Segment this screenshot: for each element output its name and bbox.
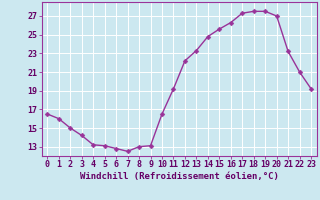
X-axis label: Windchill (Refroidissement éolien,°C): Windchill (Refroidissement éolien,°C) [80,172,279,181]
